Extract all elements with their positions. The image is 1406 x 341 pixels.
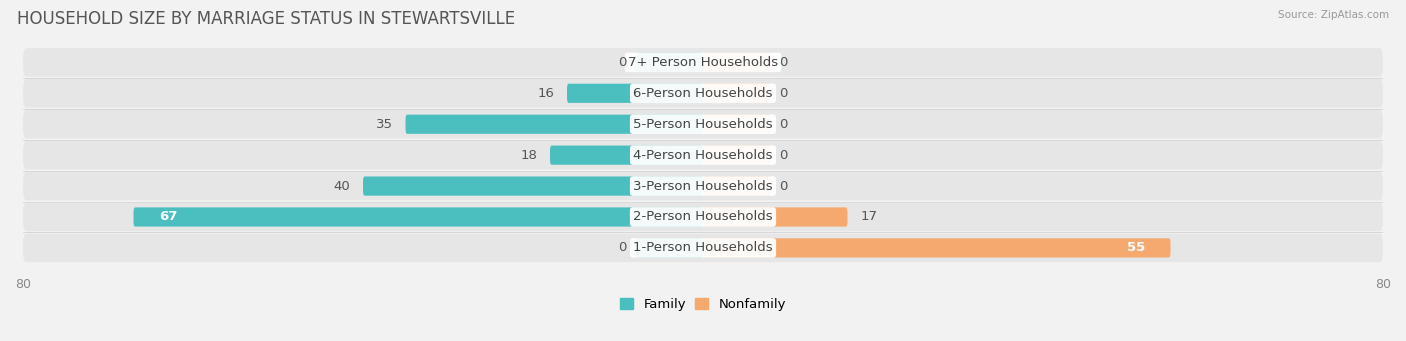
Text: 7+ Person Households: 7+ Person Households xyxy=(628,56,778,69)
FancyBboxPatch shape xyxy=(22,172,1384,200)
FancyBboxPatch shape xyxy=(134,207,703,226)
Text: 3-Person Households: 3-Person Households xyxy=(633,180,773,193)
FancyBboxPatch shape xyxy=(703,115,770,134)
FancyBboxPatch shape xyxy=(703,238,1171,257)
FancyBboxPatch shape xyxy=(703,146,770,165)
Text: 6-Person Households: 6-Person Households xyxy=(633,87,773,100)
Text: 0: 0 xyxy=(779,118,787,131)
Text: 16: 16 xyxy=(537,87,554,100)
Text: 0: 0 xyxy=(619,241,627,254)
Text: 0: 0 xyxy=(619,56,627,69)
Text: 0: 0 xyxy=(779,180,787,193)
FancyBboxPatch shape xyxy=(703,53,770,72)
FancyBboxPatch shape xyxy=(550,146,703,165)
FancyBboxPatch shape xyxy=(22,234,1384,262)
Text: 1-Person Households: 1-Person Households xyxy=(633,241,773,254)
FancyBboxPatch shape xyxy=(636,53,703,72)
Text: 0: 0 xyxy=(779,149,787,162)
FancyBboxPatch shape xyxy=(363,177,703,196)
Text: 4-Person Households: 4-Person Households xyxy=(633,149,773,162)
Legend: Family, Nonfamily: Family, Nonfamily xyxy=(620,298,786,311)
FancyBboxPatch shape xyxy=(703,207,848,226)
FancyBboxPatch shape xyxy=(636,238,703,257)
Text: 0: 0 xyxy=(779,87,787,100)
FancyBboxPatch shape xyxy=(703,177,770,196)
FancyBboxPatch shape xyxy=(567,84,703,103)
FancyBboxPatch shape xyxy=(22,48,1384,77)
Text: Source: ZipAtlas.com: Source: ZipAtlas.com xyxy=(1278,10,1389,20)
Text: 67: 67 xyxy=(159,210,177,223)
Text: 35: 35 xyxy=(375,118,392,131)
Text: 40: 40 xyxy=(333,180,350,193)
Text: 55: 55 xyxy=(1126,241,1144,254)
Text: 5-Person Households: 5-Person Households xyxy=(633,118,773,131)
Text: HOUSEHOLD SIZE BY MARRIAGE STATUS IN STEWARTSVILLE: HOUSEHOLD SIZE BY MARRIAGE STATUS IN STE… xyxy=(17,10,515,28)
FancyBboxPatch shape xyxy=(22,79,1384,107)
Text: 18: 18 xyxy=(520,149,537,162)
Text: 2-Person Households: 2-Person Households xyxy=(633,210,773,223)
FancyBboxPatch shape xyxy=(405,115,703,134)
Text: 0: 0 xyxy=(779,56,787,69)
Text: 17: 17 xyxy=(860,210,877,223)
FancyBboxPatch shape xyxy=(22,141,1384,169)
FancyBboxPatch shape xyxy=(703,84,770,103)
FancyBboxPatch shape xyxy=(22,203,1384,231)
FancyBboxPatch shape xyxy=(22,110,1384,138)
